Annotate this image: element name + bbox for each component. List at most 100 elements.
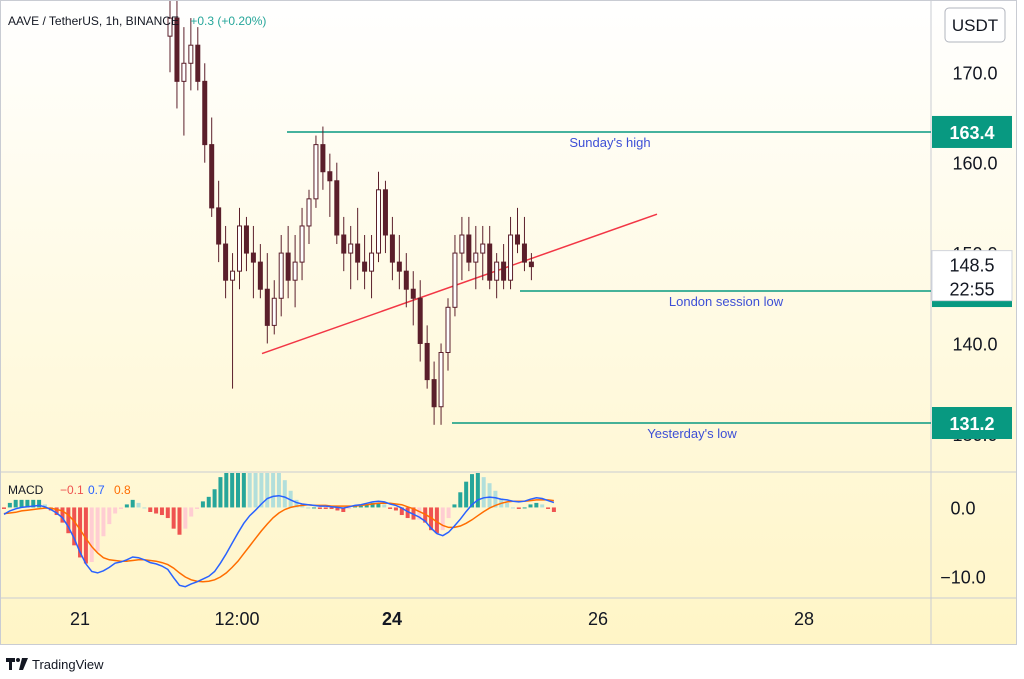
macd-histogram-bar <box>253 473 258 508</box>
candle[interactable] <box>508 234 514 281</box>
candle[interactable] <box>278 252 284 299</box>
macd-histogram-bar <box>388 507 393 509</box>
candle[interactable] <box>445 306 451 353</box>
macd-histogram-bar <box>458 492 463 508</box>
macd-histogram-bar <box>481 477 486 508</box>
macd-histogram-bar <box>89 507 94 563</box>
candle[interactable] <box>348 243 354 254</box>
candle[interactable] <box>320 144 326 173</box>
macd-histogram-bar <box>247 473 252 508</box>
candle[interactable] <box>264 288 270 326</box>
candle[interactable] <box>334 180 340 236</box>
level-price-badge-label: 163.4 <box>949 123 994 143</box>
candle[interactable] <box>167 17 173 37</box>
macd-histogram-bar <box>224 473 229 508</box>
candle[interactable] <box>216 207 222 245</box>
candle[interactable] <box>327 171 333 182</box>
candle[interactable] <box>181 62 187 82</box>
candle[interactable] <box>515 234 520 245</box>
candle[interactable] <box>355 243 361 263</box>
candle[interactable] <box>313 144 319 200</box>
macd-histogram-bar <box>282 480 287 508</box>
candle[interactable] <box>174 17 180 82</box>
candle[interactable] <box>223 243 229 281</box>
candle[interactable] <box>237 225 242 272</box>
candle[interactable] <box>209 144 215 209</box>
macd-histogram-bar <box>505 502 510 508</box>
macd-histogram-bar <box>429 507 434 531</box>
candle[interactable] <box>306 198 312 227</box>
macd-pane[interactable] <box>2 441 556 588</box>
footer[interactable]: TradingView <box>6 655 104 673</box>
candle[interactable] <box>410 288 416 299</box>
candle[interactable] <box>230 270 236 281</box>
candle[interactable] <box>369 252 375 272</box>
macd-histogram-bar <box>136 502 141 508</box>
candle[interactable] <box>376 189 381 254</box>
candle[interactable] <box>285 252 291 281</box>
macd-histogram-bar <box>148 507 153 512</box>
candle[interactable] <box>452 252 458 308</box>
macd-histogram-bar <box>72 507 77 546</box>
brand-label: TradingView <box>32 656 104 672</box>
candle[interactable] <box>299 225 305 263</box>
candle[interactable] <box>362 261 368 272</box>
time-tick-label: 12:00 <box>214 609 259 629</box>
price-tick-label: 160.0 <box>952 154 997 174</box>
macd-histogram-bar <box>376 502 381 508</box>
macd-histogram-bar <box>382 504 387 508</box>
candle[interactable] <box>257 261 263 290</box>
level-annotation: Yesterday's low <box>647 426 737 441</box>
candle[interactable] <box>292 261 298 281</box>
macd-histogram-bar <box>119 507 123 509</box>
macd-histogram-bar <box>171 507 176 529</box>
price-pane[interactable]: Sunday's high London session low Yesterday… <box>167 0 931 441</box>
candle[interactable] <box>250 252 256 263</box>
trendline[interactable] <box>261 213 658 355</box>
candle[interactable] <box>521 243 527 263</box>
candle[interactable] <box>403 270 409 290</box>
macd-histogram-bar <box>265 473 270 508</box>
macd-histogram-bar <box>493 490 498 508</box>
macd-histogram-bar <box>37 499 42 508</box>
candle[interactable] <box>528 261 534 268</box>
chart-svg[interactable]: Sunday's high London session low Yesterday… <box>0 0 1024 645</box>
candle[interactable] <box>494 261 500 281</box>
candle[interactable] <box>424 342 430 381</box>
candle[interactable] <box>438 352 444 408</box>
candle[interactable] <box>389 234 395 263</box>
macd-histogram-bar <box>516 507 521 509</box>
candle[interactable] <box>466 234 472 263</box>
candle[interactable] <box>396 261 402 272</box>
candle[interactable] <box>473 252 479 263</box>
time-tick-label: 24 <box>382 609 402 629</box>
macd-histogram-bar <box>317 507 322 509</box>
macd-histogram-bar <box>393 507 398 511</box>
candle[interactable] <box>243 225 249 254</box>
candle[interactable] <box>271 297 277 326</box>
candle[interactable] <box>501 261 507 281</box>
macd-histogram-bar <box>95 507 100 552</box>
candle[interactable] <box>487 243 493 281</box>
candle[interactable] <box>195 44 201 82</box>
symbol-info: AAVE / TetherUS, 1h, BINANCE <box>8 14 179 28</box>
macd-histogram-bar <box>294 499 299 508</box>
macd-histogram-bar <box>329 507 334 509</box>
macd-histogram-bar <box>189 507 194 517</box>
currency-badge[interactable]: USDT <box>944 7 1006 43</box>
macd-histogram-bar <box>159 507 164 516</box>
candle[interactable] <box>341 234 347 254</box>
candle[interactable] <box>459 234 465 254</box>
candle[interactable] <box>431 379 437 408</box>
macd-histogram-bar <box>78 507 83 558</box>
candle[interactable] <box>382 189 388 236</box>
macd-histogram-bar <box>534 502 539 508</box>
candle[interactable] <box>417 297 423 344</box>
candle[interactable] <box>188 44 194 64</box>
macd-histogram-bar <box>259 473 264 508</box>
macd-histogram-bar <box>101 507 106 537</box>
macd-histogram-bar <box>165 507 170 519</box>
candle[interactable] <box>480 243 486 254</box>
chart-border <box>0 0 1017 645</box>
candle[interactable] <box>202 80 208 146</box>
